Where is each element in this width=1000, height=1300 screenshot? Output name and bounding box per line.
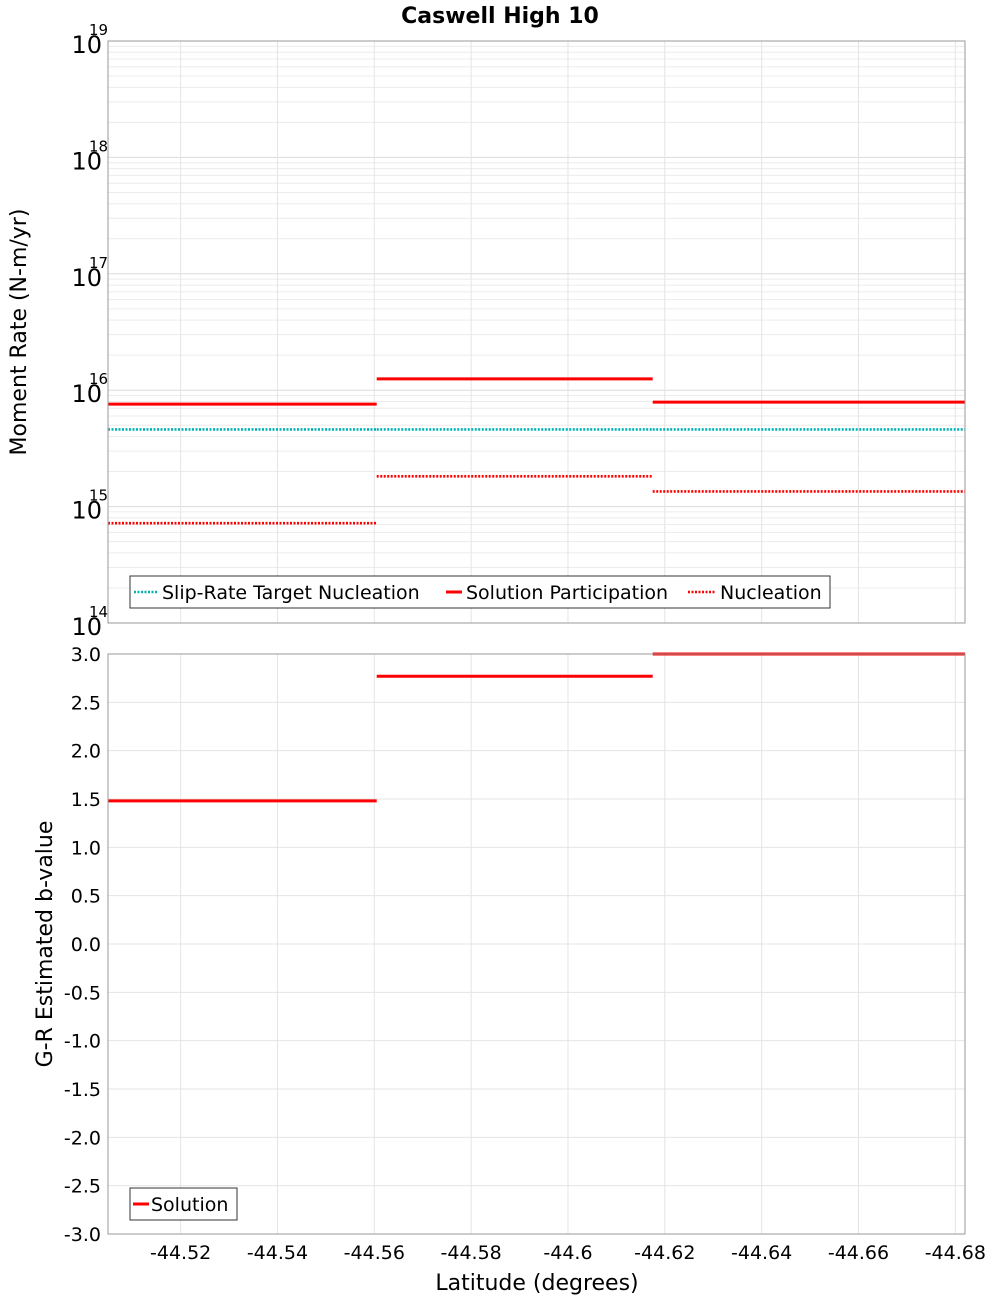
y-tick-label-exponent: 19 bbox=[89, 21, 108, 39]
legend-label: Solution bbox=[151, 1194, 228, 1216]
y-tick-label: -1.5 bbox=[64, 1079, 101, 1101]
y-tick-label-base: 10 bbox=[71, 380, 102, 408]
y-tick-label: 1.0 bbox=[71, 837, 101, 859]
y-tick-label-base: 10 bbox=[71, 147, 102, 175]
y-tick-label-exponent: 15 bbox=[89, 487, 108, 505]
moment-rate-plot-area bbox=[108, 41, 965, 623]
y-tick-label: 0.5 bbox=[71, 886, 101, 908]
legend-box bbox=[129, 1187, 238, 1221]
y-tick-label: -0.5 bbox=[64, 982, 101, 1004]
b-value-legend: Solution bbox=[129, 1187, 238, 1221]
y-tick-label-base: 10 bbox=[71, 31, 102, 59]
moment-rate-plot-border bbox=[107, 40, 966, 624]
legend-label: Solution Participation bbox=[466, 582, 668, 604]
y-tick-label-base: 10 bbox=[71, 613, 102, 641]
x-tick-label: -44.56 bbox=[344, 1242, 405, 1264]
legend-label: Nucleation bbox=[720, 582, 822, 604]
x-tick-label: -44.62 bbox=[634, 1242, 695, 1264]
x-tick-label: -44.58 bbox=[441, 1242, 502, 1264]
moment-rate-legend: Slip-Rate Target Nucleation Solution Part… bbox=[129, 575, 831, 609]
latitude-axis-label: Latitude (degrees) bbox=[435, 1271, 638, 1296]
b-value-plot-border bbox=[107, 653, 966, 1235]
y-tick-label-exponent: 17 bbox=[89, 254, 108, 272]
y-tick-label-exponent: 18 bbox=[89, 137, 108, 155]
x-tick-label: -44.68 bbox=[925, 1242, 986, 1264]
y-tick-label: 0.0 bbox=[71, 934, 101, 956]
moment-rate-axis-label: Moment Rate (N-m/yr) bbox=[7, 209, 32, 456]
y-tick-label: -3.0 bbox=[64, 1224, 101, 1246]
y-tick-label-base: 10 bbox=[71, 264, 102, 292]
y-tick-label-base: 10 bbox=[71, 497, 102, 525]
y-tick-label: -1.0 bbox=[64, 1031, 101, 1053]
x-tick-label: -44.52 bbox=[150, 1242, 211, 1264]
x-tick-label: -44.54 bbox=[247, 1242, 308, 1264]
chart-title: Caswell High 10 bbox=[401, 4, 599, 29]
x-tick-label: -44.66 bbox=[828, 1242, 889, 1264]
y-tick-label-exponent: 14 bbox=[89, 603, 108, 621]
legend-label: Slip-Rate Target Nucleation bbox=[162, 582, 420, 604]
y-tick-label: 2.5 bbox=[71, 692, 101, 714]
x-tick-label: -44.6 bbox=[543, 1242, 592, 1264]
y-tick-label: 2.0 bbox=[71, 741, 101, 763]
y-tick-label: -2.5 bbox=[64, 1176, 101, 1198]
y-tick-label-exponent: 16 bbox=[89, 370, 108, 388]
b-value-axis-label: G-R Estimated b-value bbox=[33, 821, 58, 1068]
y-tick-label: 1.5 bbox=[71, 789, 101, 811]
y-tick-label: -2.0 bbox=[64, 1127, 101, 1149]
b-value-panel: 3.0 2.5 2.0 1.5 1.0 0.5 0.0 -0.5 -1.0 -1.5 -2.0 -2.… bbox=[64, 644, 986, 1264]
x-tick-label: -44.64 bbox=[731, 1242, 792, 1264]
y-tick-label: 3.0 bbox=[71, 644, 101, 666]
